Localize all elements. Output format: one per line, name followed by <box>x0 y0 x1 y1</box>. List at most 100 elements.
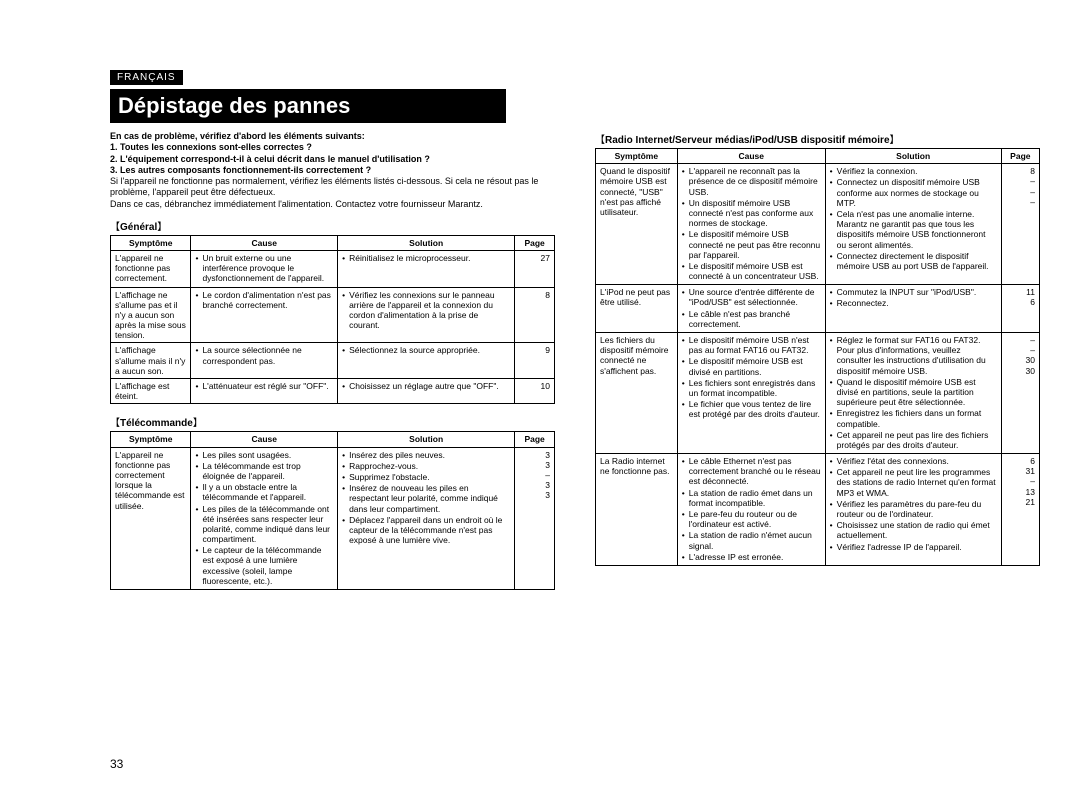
cause-item: Il y a un obstacle entre la télécommande… <box>195 482 333 502</box>
page-ref: 10 <box>519 381 550 391</box>
page-ref: – <box>519 470 550 480</box>
page-cell: 27 <box>515 250 555 287</box>
symptom-cell: L'affichage est éteint. <box>111 379 191 404</box>
page-cell: 10 <box>515 379 555 404</box>
page-ref: 13 <box>1006 487 1035 497</box>
solution-cell: Réglez le format sur FAT16 ou FAT32. Pou… <box>825 333 1001 454</box>
cause-item: Le câble n'est pas branché correctement. <box>682 309 821 329</box>
cause-item: L'appareil ne reconnaît pas la présence … <box>682 166 821 197</box>
symptom-cell: La Radio internet ne fonctionne pas. <box>596 454 678 566</box>
solution-item: Cela n'est pas une anomalie interne. Mar… <box>830 209 997 250</box>
intro-item-2: L'équipement correspond-t-il à celui déc… <box>120 154 430 164</box>
intro-lead: En cas de problème, vérifiez d'abord les… <box>110 131 365 141</box>
table-radio: SymptômeCauseSolutionPageQuand le dispos… <box>595 148 1040 566</box>
table-row: La Radio internet ne fonctionne pas.Le c… <box>596 454 1040 566</box>
page-ref: 21 <box>1006 497 1035 507</box>
solution-item: Cet appareil ne peut pas lire des fichie… <box>830 430 997 450</box>
page-ref: – <box>1006 335 1035 345</box>
page-ref: 27 <box>519 253 550 263</box>
cause-item: Le cordon d'alimentation n'est pas branc… <box>195 290 333 310</box>
cause-item: Le dispositif mémoire USB est divisé en … <box>682 356 821 376</box>
symptom-cell: L'iPod ne peut pas être utilisé. <box>596 285 678 333</box>
solution-item: Connectez directement le dispositif mémo… <box>830 251 997 271</box>
solution-item: Cet appareil ne peut lire les programmes… <box>830 467 997 498</box>
page-cell: 33–33 <box>515 447 555 589</box>
page-cell: 631–1321 <box>1001 454 1039 566</box>
table-remote: SymptômeCauseSolutionPageL'appareil ne f… <box>110 431 555 590</box>
th-solution: Solution <box>825 149 1001 164</box>
cause-item: Le pare-feu du routeur ou de l'ordinateu… <box>682 509 821 529</box>
language-label: FRANÇAIS <box>110 70 183 85</box>
th-symptom: Symptôme <box>111 432 191 447</box>
solution-item: Insérez des piles neuves. <box>342 450 510 460</box>
solution-cell: Vérifiez l'état des connexions.Cet appar… <box>825 454 1001 566</box>
th-cause: Cause <box>191 432 338 447</box>
page-ref: 30 <box>1006 355 1035 365</box>
th-page: Page <box>515 432 555 447</box>
cause-item: Le dispositif mémoire USB n'est pas au f… <box>682 335 821 355</box>
table-row: L'appareil ne fonctionne pas correctemen… <box>111 250 555 287</box>
cause-cell: L'appareil ne reconnaît pas la présence … <box>677 164 825 285</box>
page-ref: 3 <box>519 490 550 500</box>
cause-cell: Une source d'entrée différente de "iPod/… <box>677 285 825 333</box>
page-ref: – <box>1006 345 1035 355</box>
cause-item: Le câble Ethernet n'est pas correctement… <box>682 456 821 487</box>
cause-item: La station de radio émet dans un format … <box>682 488 821 508</box>
solution-item: Vérifiez les paramètres du pare-feu du r… <box>830 499 997 519</box>
manual-page: FRANÇAIS Dépistage des pannes En cas de … <box>0 0 1080 801</box>
solution-item: Vérifiez l'état des connexions. <box>830 456 997 466</box>
solution-item: Choisissez un réglage autre que "OFF". <box>342 381 510 391</box>
th-solution: Solution <box>338 235 515 250</box>
solution-cell: Choisissez un réglage autre que "OFF". <box>338 379 515 404</box>
intro-item-1: Toutes les connexions sont-elles correct… <box>120 142 312 152</box>
page-ref: – <box>1006 197 1035 207</box>
symptom-cell: L'affichage ne s'allume pas et il n'y a … <box>111 287 191 343</box>
cause-cell: Les piles sont usagées.La télécommande e… <box>191 447 338 589</box>
solution-cell: Vérifiez la connexion.Connectez un dispo… <box>825 164 1001 285</box>
page-ref: – <box>1006 476 1035 486</box>
solution-cell: Commutez la INPUT sur "iPod/USB".Reconne… <box>825 285 1001 333</box>
page-ref: 3 <box>519 450 550 460</box>
cause-item: Le fichier que vous tentez de lire est p… <box>682 399 821 419</box>
page-ref: 8 <box>519 290 550 300</box>
solution-item: Reconnectez. <box>830 298 997 308</box>
solution-item: Réinitialisez le microprocesseur. <box>342 253 510 263</box>
cause-item: Le capteur de la télécommande est exposé… <box>195 545 333 586</box>
solution-item: Commutez la INPUT sur "iPod/USB". <box>830 287 997 297</box>
cause-item: Un bruit externe ou une interférence pro… <box>195 253 333 284</box>
th-symptom: Symptôme <box>596 149 678 164</box>
page-ref: – <box>1006 187 1035 197</box>
solution-cell: Réinitialisez le microprocesseur. <box>338 250 515 287</box>
cause-cell: Le dispositif mémoire USB n'est pas au f… <box>677 333 825 454</box>
th-cause: Cause <box>191 235 338 250</box>
section-remote: Télécommande <box>110 414 555 429</box>
solution-item: Supprimez l'obstacle. <box>342 472 510 482</box>
cause-item: La source sélectionnée ne correspondent … <box>195 345 333 365</box>
cause-item: L'adresse IP est erronée. <box>682 552 821 562</box>
cause-item: Les piles de la télécommande ont été ins… <box>195 504 333 545</box>
solution-item: Choisissez une station de radio qui émet… <box>830 520 997 540</box>
page-ref: 8 <box>1006 166 1035 176</box>
solution-item: Connectez un dispositif mémoire USB conf… <box>830 177 997 208</box>
page-title: Dépistage des pannes <box>110 89 506 123</box>
intro-para-2: Dans ce cas, débranchez immédiatement l'… <box>110 199 483 209</box>
page-ref: – <box>1006 176 1035 186</box>
cause-cell: L'atténuateur est réglé sur "OFF". <box>191 379 338 404</box>
left-column: En cas de problème, vérifiez d'abord les… <box>110 131 555 600</box>
page-cell: 9 <box>515 343 555 379</box>
solution-cell: Vérifiez les connexions sur le panneau a… <box>338 287 515 343</box>
solution-item: Réglez le format sur FAT16 ou FAT32. Pou… <box>830 335 997 376</box>
page-ref: 6 <box>1006 297 1035 307</box>
th-page: Page <box>515 235 555 250</box>
cause-cell: Le cordon d'alimentation n'est pas branc… <box>191 287 338 343</box>
solution-item: Vérifiez l'adresse IP de l'appareil. <box>830 542 997 552</box>
section-radio: Radio Internet/Serveur médias/iPod/USB d… <box>595 131 1040 146</box>
page-cell: 8 <box>515 287 555 343</box>
solution-item: Insérez de nouveau les piles en respecta… <box>342 483 510 514</box>
cause-item: Le dispositif mémoire USB est connecté à… <box>682 261 821 281</box>
solution-item: Vérifiez les connexions sur le panneau a… <box>342 290 510 331</box>
page-ref: 3 <box>519 460 550 470</box>
cause-item: Une source d'entrée différente de "iPod/… <box>682 287 821 307</box>
solution-cell: Insérez des piles neuves.Rapprochez-vous… <box>338 447 515 589</box>
table-row: L'affichage est éteint.L'atténuateur est… <box>111 379 555 404</box>
